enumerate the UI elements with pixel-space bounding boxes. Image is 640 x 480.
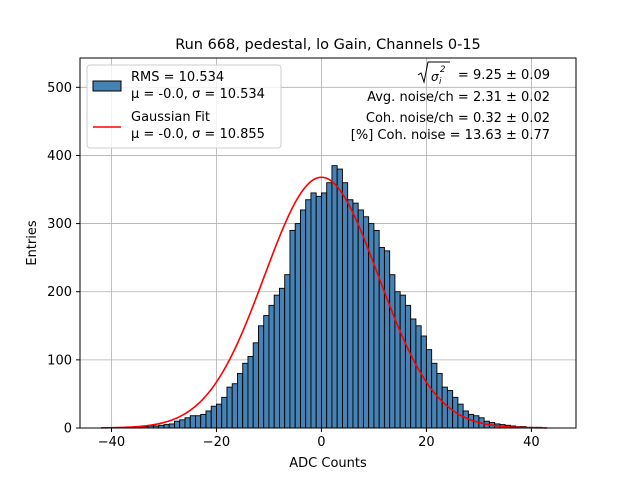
histogram-bar bbox=[184, 417, 191, 429]
histogram-bar bbox=[179, 419, 186, 429]
svg-text:2: 2 bbox=[440, 65, 445, 75]
histogram-bar bbox=[289, 229, 296, 429]
histogram-bar bbox=[252, 342, 259, 429]
annotation-line-2: Avg. noise/ch = 2.31 ± 0.02 bbox=[367, 90, 550, 105]
histogram-bar bbox=[310, 192, 317, 429]
x-tick-label: 40 bbox=[523, 435, 540, 450]
histogram-bar bbox=[320, 192, 328, 429]
legend-histogram-label: RMS = 10.534 bbox=[131, 70, 224, 85]
histogram-bar bbox=[242, 362, 249, 429]
histogram-bar bbox=[378, 246, 385, 429]
histogram-bar bbox=[389, 274, 396, 429]
histogram-bar bbox=[315, 195, 322, 429]
y-tick-label: 400 bbox=[47, 149, 72, 164]
histogram-bar bbox=[383, 250, 391, 429]
histogram-bar bbox=[216, 403, 223, 429]
histogram-bar bbox=[263, 315, 270, 429]
histogram-bar bbox=[305, 199, 312, 429]
histogram-bar bbox=[294, 223, 301, 429]
annotation-line-4: [%] Coh. noise = 13.63 ± 0.77 bbox=[351, 128, 550, 143]
histogram-bar bbox=[278, 287, 286, 429]
y-tick-label: 300 bbox=[47, 217, 72, 232]
y-tick-label: 200 bbox=[47, 285, 72, 300]
histogram-bar bbox=[352, 202, 359, 429]
histogram-bar bbox=[399, 294, 406, 429]
histogram-bar bbox=[410, 318, 417, 429]
legend-histogram-swatch bbox=[92, 80, 122, 92]
histogram-bar bbox=[441, 386, 448, 429]
histogram-bar bbox=[341, 182, 349, 429]
y-axis-label: Entries bbox=[25, 220, 40, 266]
histogram-bar bbox=[210, 405, 217, 429]
y-axis-ticks: 0 100 200 300 400 500 bbox=[47, 81, 80, 437]
histogram-bar bbox=[237, 373, 244, 429]
x-axis-ticks: −40 −20 0 20 40 bbox=[98, 428, 540, 450]
annotation-line-1: = 9.25 ± 0.09 bbox=[458, 68, 550, 83]
y-tick-label: 0 bbox=[64, 422, 72, 437]
histogram-bar bbox=[347, 199, 354, 429]
histogram-bar bbox=[394, 291, 401, 429]
histogram-bar bbox=[299, 209, 307, 429]
x-axis-label: ADC Counts bbox=[289, 456, 367, 471]
histogram-bar bbox=[373, 229, 380, 429]
histogram-bar bbox=[326, 182, 333, 429]
histogram-bar bbox=[226, 386, 233, 429]
svg-text:σ: σ bbox=[431, 70, 439, 84]
plot-frame bbox=[79, 57, 577, 429]
histogram-bar bbox=[200, 413, 207, 429]
histogram-bar bbox=[415, 325, 422, 429]
histogram-bar bbox=[168, 423, 175, 429]
y-tick-label: 100 bbox=[47, 353, 72, 368]
histogram-bar bbox=[247, 356, 254, 429]
gaussian-fit-line bbox=[100, 176, 548, 429]
chart-title: Run 668, pedestal, lo Gain, Channels 0-1… bbox=[175, 37, 481, 53]
legend-fit-stats: μ = -0.0, σ = 10.855 bbox=[131, 127, 265, 142]
x-tick-label: −20 bbox=[203, 435, 230, 450]
histogram-bar bbox=[205, 410, 212, 429]
histogram-bar bbox=[195, 415, 202, 429]
svg-text:i: i bbox=[439, 77, 442, 87]
histogram-bar bbox=[336, 168, 343, 429]
histogram-bar bbox=[163, 424, 170, 429]
histogram-bar bbox=[357, 209, 364, 429]
histogram-bar bbox=[331, 165, 338, 429]
legend-histogram-stats: μ = -0.0, σ = 10.534 bbox=[131, 87, 265, 102]
histogram-bar bbox=[174, 420, 181, 429]
x-tick-label: −40 bbox=[98, 435, 125, 450]
y-tick-label: 500 bbox=[47, 81, 72, 96]
histogram-bar bbox=[404, 304, 412, 429]
histogram-bar bbox=[268, 304, 275, 429]
sqrt-sigma-symbol: σ 2 i bbox=[417, 61, 450, 87]
histogram-bar bbox=[258, 325, 265, 429]
legend-frame bbox=[86, 64, 282, 149]
x-tick-label: 0 bbox=[317, 435, 325, 450]
annotation-line-3: Coh. noise/ch = 0.32 ± 0.02 bbox=[366, 111, 550, 126]
histogram-bar bbox=[273, 294, 280, 429]
histogram-bar bbox=[189, 415, 196, 429]
histogram-bar bbox=[221, 396, 228, 429]
legend-fit-label: Gaussian Fit bbox=[131, 110, 210, 125]
histogram-bar bbox=[284, 274, 291, 429]
histogram-bar bbox=[231, 383, 238, 429]
legend: RMS = 10.534 μ = -0.0, σ = 10.534 Gaussi… bbox=[86, 64, 282, 149]
stats-annotations: σ 2 i = 9.25 ± 0.09 Avg. noise/ch = 2.31… bbox=[351, 61, 550, 143]
x-tick-label: 20 bbox=[418, 435, 435, 450]
